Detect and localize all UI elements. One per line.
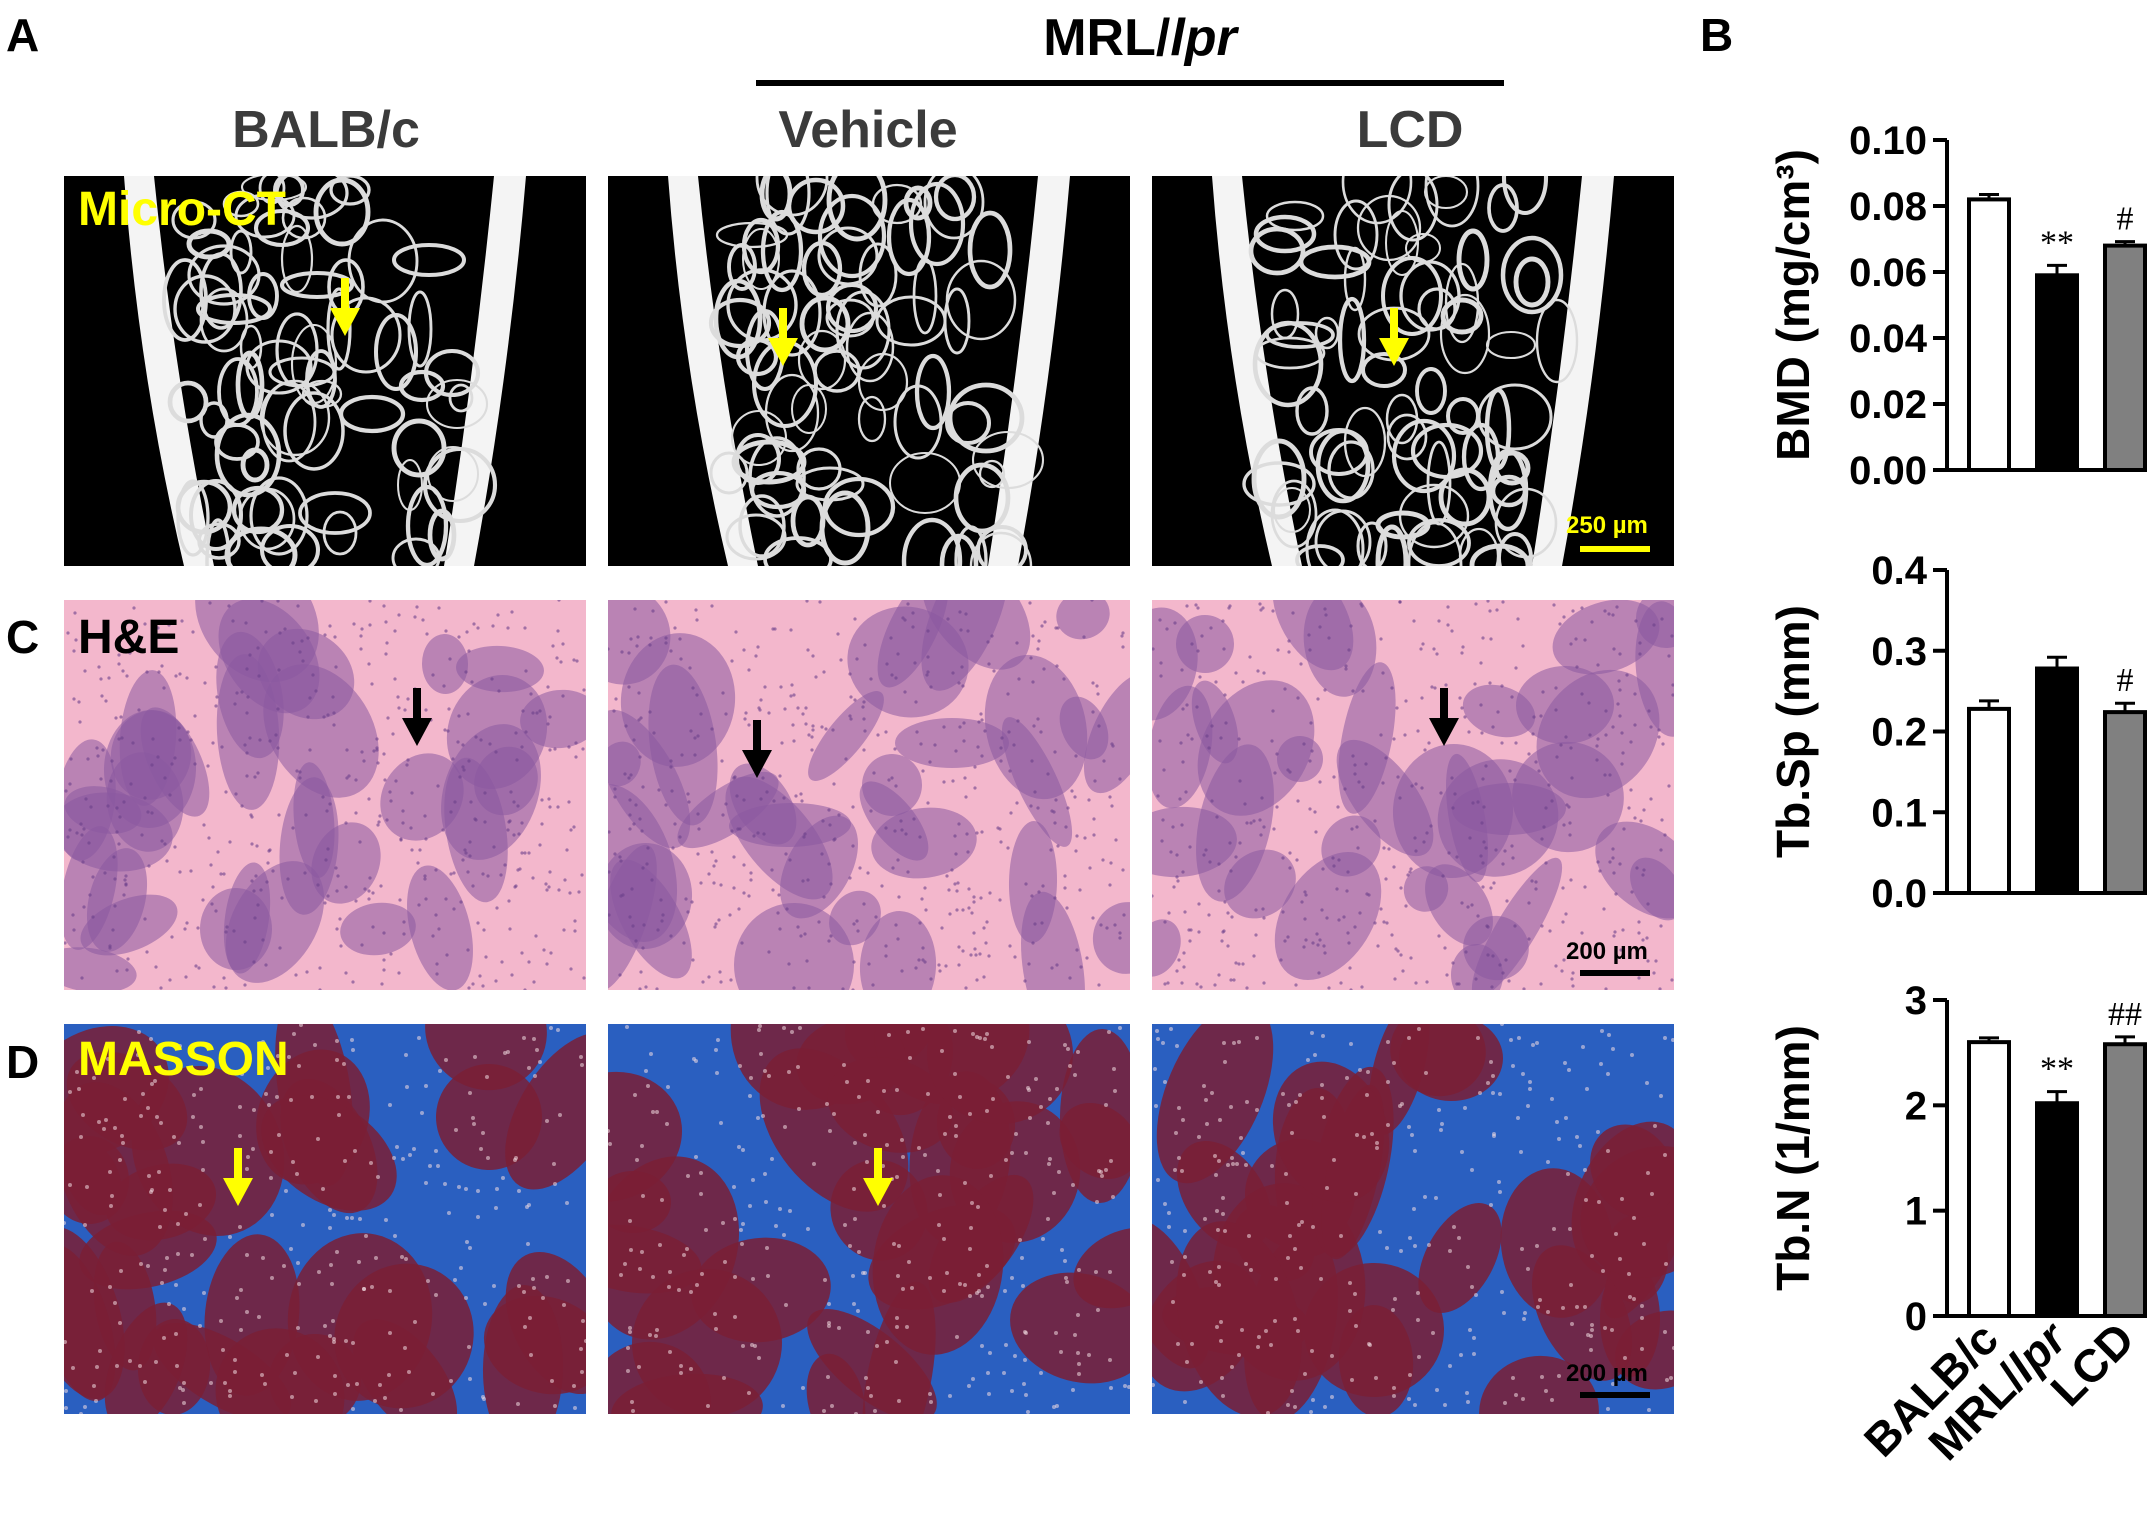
panel-letter-c: C xyxy=(6,611,40,663)
y-axis-label: BMD (mg/cm³) xyxy=(1767,149,1819,461)
ct-image-balbc xyxy=(64,176,586,566)
scale-bar-ct xyxy=(1580,546,1650,552)
he-image-vehicle xyxy=(608,600,1130,990)
bmd-chart: 0.00 0.02 0.04 0.06 0.08 0.10 BMD (mg/cm³) ** # xyxy=(1700,110,2152,510)
y-tick-label: 0.06 xyxy=(1849,251,1927,295)
bar-mrl-lpr xyxy=(2035,1101,2079,1318)
significance-marker: # xyxy=(2117,662,2134,699)
y-tick-label: 0.0 xyxy=(1871,872,1927,916)
masson-image-vehicle xyxy=(608,1024,1130,1414)
significance-marker: # xyxy=(2117,201,2134,238)
he-image-balbc xyxy=(64,600,586,990)
tbsp-chart: 0.0 0.1 0.2 0.3 0.4 Tb.Sp (mm) # xyxy=(1700,520,2152,920)
y-tick-label: 0.4 xyxy=(1871,549,1927,593)
y-tick-label: 0.04 xyxy=(1849,317,1928,361)
ct-image-vehicle xyxy=(608,176,1130,566)
chart-svg: 0.0 0.1 0.2 0.3 0.4 Tb.Sp (mm) # xyxy=(1767,549,2147,916)
arrow-he-lcd xyxy=(1429,688,1459,746)
significance-marker: ** xyxy=(2040,1051,2074,1088)
masson-label: MASSON xyxy=(78,1033,289,1086)
bar-lcd xyxy=(2103,1042,2147,1319)
arrow-ct-lcd xyxy=(1379,308,1409,366)
bar-mrl-lpr xyxy=(2035,273,2079,472)
y-tick-label: 0.2 xyxy=(1871,711,1927,755)
he-label: H&E xyxy=(78,611,180,664)
y-tick-label: 0 xyxy=(1905,1295,1927,1339)
column-header-lcd: LCD xyxy=(1356,101,1464,159)
y-tick-label: 0.10 xyxy=(1849,119,1927,163)
y-tick-label: 2 xyxy=(1905,1084,1927,1128)
panel-letter-d: D xyxy=(6,1036,40,1088)
arrow-ct-balbc xyxy=(330,278,360,336)
micro-ct-label: Micro-CT xyxy=(78,183,286,236)
column-header-vehicle: Vehicle xyxy=(778,101,958,159)
y-tick-label: 0.3 xyxy=(1871,630,1927,674)
tbn-chart: 0 1 2 3 Tb.N (1/mm) ** ## BALB/c MRL/lpr LCD xyxy=(1700,960,2152,1512)
column-header-balbc: BALB/c xyxy=(232,101,420,159)
y-axis-label: Tb.N (1/mm) xyxy=(1767,1025,1819,1291)
arrow-ct-vehicle xyxy=(768,308,798,366)
y-tick-label: 0.1 xyxy=(1871,791,1927,835)
ct-image-lcd xyxy=(1152,176,1674,566)
scale-bar-he xyxy=(1580,970,1650,976)
chart-svg: 0.00 0.02 0.04 0.06 0.08 0.10 BMD (mg/cm³) ** # xyxy=(1767,119,2147,493)
bar-mrl-lpr xyxy=(2035,666,2079,895)
y-tick-label: 1 xyxy=(1905,1190,1927,1234)
strain-underline xyxy=(756,80,1504,86)
panel-letter-b: B xyxy=(1700,9,1734,61)
scale-bar-masson xyxy=(1580,1392,1650,1398)
strain-suffix: lpr xyxy=(1170,9,1237,67)
panel-letter-a: A xyxy=(6,9,40,61)
significance-marker: ## xyxy=(2108,996,2142,1033)
bar-balbc xyxy=(1967,706,2011,895)
y-tick-label: 0.02 xyxy=(1849,383,1927,427)
significance-marker: ** xyxy=(2040,224,2074,261)
strain-header: MRL/lpr xyxy=(940,8,1340,68)
y-tick-label: 3 xyxy=(1905,979,1927,1023)
scale-bar-label-ct: 250 µm xyxy=(1566,512,1648,539)
bar-lcd xyxy=(2103,710,2147,895)
bar-lcd xyxy=(2103,243,2147,472)
y-tick-label: 0.00 xyxy=(1849,449,1927,493)
y-tick-label: 0.08 xyxy=(1849,185,1927,229)
masson-image-lcd xyxy=(1152,1024,1674,1414)
arrow-he-balbc xyxy=(402,688,432,746)
scale-bar-label-masson: 200 µm xyxy=(1566,1360,1648,1387)
bar-balbc xyxy=(1967,1040,2011,1318)
bar-balbc xyxy=(1967,197,2011,473)
he-image-lcd xyxy=(1152,600,1674,990)
arrow-he-vehicle xyxy=(742,720,772,778)
scale-bar-label-he: 200 µm xyxy=(1566,938,1648,965)
arrow-masson-vehicle xyxy=(863,1148,893,1206)
masson-image-balbc xyxy=(64,1024,586,1414)
x-tick-label: LCD xyxy=(2040,1312,2144,1416)
strain-prefix: MRL/ xyxy=(1043,9,1171,67)
arrow-masson-balbc xyxy=(223,1148,253,1206)
y-axis-label: Tb.Sp (mm) xyxy=(1767,605,1819,858)
